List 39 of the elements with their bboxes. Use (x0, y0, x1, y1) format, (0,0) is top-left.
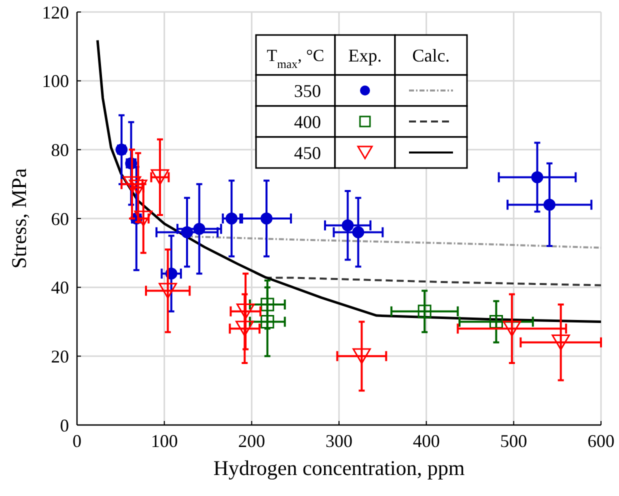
point (552, 334, 570, 350)
legend-label: 400 (294, 112, 321, 132)
point (193, 222, 206, 235)
legend-label: 350 (294, 80, 321, 101)
point (236, 320, 254, 337)
annotation: Calc. (412, 45, 450, 66)
y-tick-label: 120 (42, 2, 69, 22)
y-tick-label: 20 (51, 346, 69, 366)
point (260, 315, 274, 328)
point (531, 171, 544, 184)
legend-label: 450 (294, 142, 321, 163)
point (226, 212, 238, 224)
point (260, 212, 273, 224)
annotation: Exp. (348, 45, 382, 66)
x-tick-label: 0 (72, 431, 82, 451)
x-tick-label: 100 (150, 431, 178, 451)
point (236, 304, 255, 320)
y-axis-title: Stress, MPa (7, 168, 31, 269)
y-tick-label: 60 (51, 208, 69, 229)
point (260, 298, 274, 312)
legend-title: T$_{max}$, °C (266, 46, 324, 71)
y-tick-label: 0 (60, 415, 69, 436)
point (352, 348, 371, 364)
x-tick-label: 500 (500, 431, 528, 451)
x-axis-title: Hydrogen concentration, ppm (213, 456, 465, 480)
y-tick-label: 100 (42, 71, 69, 92)
point (489, 315, 503, 328)
y-tick-label: 40 (51, 278, 69, 298)
y-tick-label: 80 (51, 140, 69, 160)
point (158, 282, 177, 299)
x-tick-label: 200 (238, 431, 266, 451)
x-tick-label: 400 (412, 431, 440, 451)
x-tick-label: 600 (588, 431, 614, 451)
point (543, 198, 556, 211)
point (342, 219, 354, 232)
point (502, 320, 522, 337)
point (418, 304, 432, 318)
point (352, 226, 364, 238)
x-tick-label: 300 (326, 431, 352, 451)
